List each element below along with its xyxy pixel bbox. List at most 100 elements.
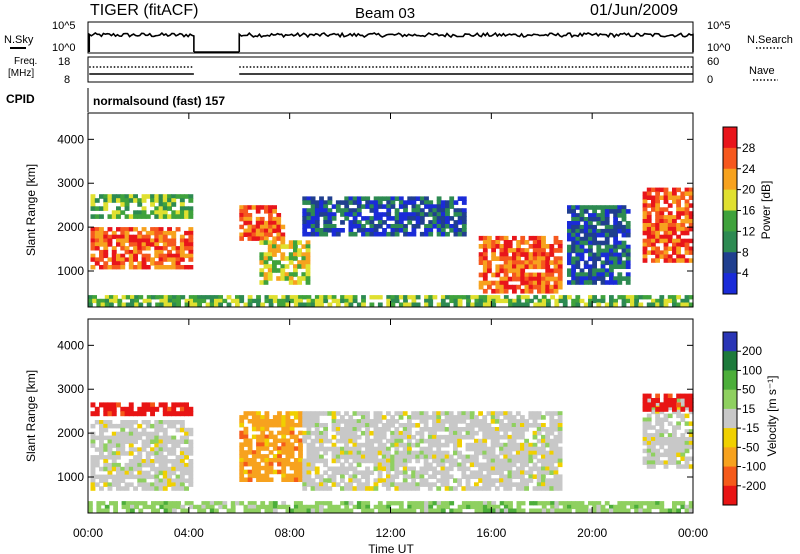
power-cells-cell-1684 [634,295,639,300]
power-cells-cell-1010 [571,276,576,281]
vel-cells-cell-863 [377,474,383,479]
vel-cells-cell-745 [348,430,354,436]
power-cells-cell-1264 [651,258,656,263]
vel-cells-cell-32 [99,466,104,472]
vel-cells-cell-1024 [423,462,429,468]
power-cells-cell-484 [310,196,316,201]
vel-cells-cell-1252 [490,411,496,416]
vel-cells-cell-1223 [482,430,488,436]
power-cells-cell-1415 [121,295,127,300]
power-cells-cell-31 [103,249,109,255]
vel-cells-cell-346 [133,411,138,417]
vel-cells-cell-807 [365,430,370,436]
vel-cells-cell-369 [179,402,185,408]
vel-cells-cell-1446 [541,450,546,456]
power-cells-cell-1466 [209,298,215,304]
power-cells-cell-1526 [319,298,324,304]
power-cells-cell-1594 [457,298,463,304]
vel-cells-cell-1044 [432,415,437,420]
power-cells-cell-835 [507,244,513,249]
power-cells-cell-1445 [172,302,177,307]
vel-cells-cell-1264 [490,462,496,468]
power-cells-cell-686 [424,200,429,205]
vel-cells-cell-1041 [427,482,433,487]
vel-cells-cell-1260 [490,446,496,452]
power-cells-cell-1389 [688,219,694,224]
power-cells-cell-473 [302,224,308,229]
vel-cells-cell-1620 [672,429,677,434]
vel-cells-cell-1108 [448,419,454,424]
power-cells-cell-833 [503,288,509,294]
power-cells-cell-1465 [209,295,215,300]
vel-cells-cell-1010 [419,470,425,475]
power-cells-cell-1117 [600,240,606,246]
vel-cells-cell-787 [356,482,362,487]
vel-cells-cell-1013 [419,482,425,487]
power-cells-cell-965 [553,284,559,290]
vel-cells-cell-747 [348,438,354,444]
vel-cells-cell-911 [394,427,400,432]
vel-cells-cell-1431 [536,450,542,456]
vel-cells-cell-659 [319,486,324,491]
vel-cells-cell-769 [352,466,358,472]
vel-cells-cell-648 [319,423,324,428]
vel-cells-cell-1923 [482,504,488,510]
power-cells-cell-1530 [327,295,333,300]
power-cells-cell-1641 [541,302,547,307]
vel-cells-cell-296 [179,478,185,483]
power-cells-cell-244 [137,210,143,215]
vel-cells-cell-1936 [503,504,509,510]
power-cells-cell-1468 [214,295,219,300]
power-cells-cell-1561 [394,295,400,300]
vel-cells-cell-348 [137,411,143,417]
vel-cells-cell-330 [103,406,109,412]
vel-cells-cell-367 [175,402,181,408]
vel-cells-cell-1590 [659,444,665,450]
vel-cells-cell-1222 [482,427,488,432]
power-cells-cell-715 [436,231,442,237]
vel-cells-cell-103 [120,478,126,483]
power-cells-cell-488 [310,212,316,217]
power-cells-cell-891 [528,260,534,265]
vel-cells-cell-1354 [515,430,521,436]
power-cells-cell-585 [365,231,371,237]
power-cells-cell-1303 [663,226,669,232]
vel-cells-cell-1774 [205,501,211,506]
vel-cells-cell-299 [184,427,189,433]
power-cells-cell-1041 [579,256,585,262]
vel-cells-cell-719 [340,462,345,468]
vel-cells-cell-1127 [453,442,458,448]
vel-cells-cell-74 [111,478,117,483]
power-cells-cell-425 [288,240,294,245]
vel-cells-cell-205 [154,455,160,460]
power-cells-cell-609 [377,224,383,229]
vel-cells-cell-57 [107,462,113,468]
vel-cells-cell-1691 [655,406,660,412]
power-cells-cell-614 [382,220,387,225]
vel-cells-cell-1441 [541,427,546,432]
vel-cells-cell-149 [137,455,143,460]
power-cells-cell-1066 [588,228,593,234]
power-cells-cell-1265 [655,187,660,193]
power-cells-cell-1073 [588,256,593,262]
vel-cells-cell-148 [137,451,143,456]
vel-cells-cell-327 [94,411,100,417]
vel-cells-cell-355 [150,406,155,412]
power-cells-cell-829 [503,272,509,278]
vel-cells-cell-1333 [507,482,513,487]
vel-cells-cell-1174 [465,486,471,491]
power-cells-cell-880 [524,260,530,265]
power-cells-cell-599 [373,216,379,221]
power-cells-cell-261 [154,214,160,219]
vel-cells-cell-788 [356,486,362,491]
power-cells-cell-1375 [684,219,690,224]
vel-cells-cell-1708 [684,393,690,399]
power-cells-cell-546 [344,208,350,213]
power-cells-cell-691 [424,231,429,237]
power-cells-cell-1285 [659,207,665,212]
power-cells-cell-1320 [667,230,673,236]
vel-cells-cell-862 [377,470,383,475]
vel-cells-cell-73 [111,474,117,480]
power-cells-cell-259 [154,206,160,211]
vel-cells-cell-1748 [155,508,160,513]
